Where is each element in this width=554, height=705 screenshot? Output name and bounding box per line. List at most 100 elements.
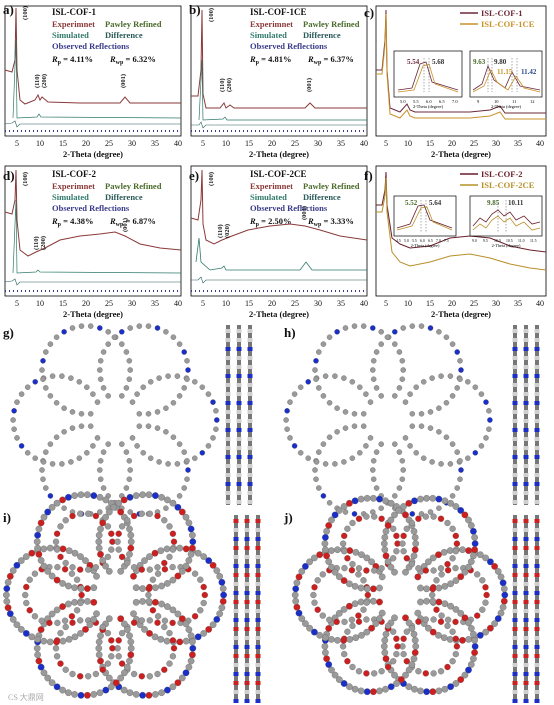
atom-sphere	[396, 385, 403, 391]
atom-sphere	[479, 577, 486, 584]
panel-e-xtick: 10	[222, 299, 230, 308]
atom-sphere	[363, 670, 370, 677]
atom-sphere	[417, 687, 424, 695]
atom-sphere	[119, 341, 125, 347]
stack-atom	[236, 428, 242, 432]
atom-sphere	[124, 559, 131, 567]
atom-sphere	[28, 633, 36, 641]
atom-sphere	[298, 568, 306, 575]
stack-atom	[225, 410, 231, 414]
stack-atom	[534, 573, 540, 577]
stack-atom	[534, 591, 540, 595]
atom-sphere	[154, 670, 161, 678]
atom-sphere	[170, 645, 178, 652]
atom-sphere	[154, 325, 161, 331]
atom-sphere	[414, 573, 422, 581]
atom-sphere	[443, 400, 450, 406]
atom-sphere	[316, 631, 324, 639]
atom-sphere	[85, 566, 92, 573]
panel-f-inset-2-tick: 9.5	[483, 239, 488, 243]
stack-atom	[523, 627, 529, 631]
atom-sphere	[399, 376, 406, 382]
atom-sphere	[436, 329, 442, 335]
atom-sphere	[97, 367, 103, 373]
stack-atom	[247, 329, 253, 333]
atom-sphere	[44, 567, 52, 575]
atom-sphere	[382, 655, 390, 663]
atom-sphere	[393, 650, 400, 658]
atom-sphere	[420, 455, 427, 461]
panel-e-title: ISL-COF-2CE	[250, 169, 307, 179]
atom-sphere	[411, 497, 418, 505]
panel-f-inset-1-tick: 7.5	[444, 239, 449, 243]
panel-a-rp: Rp = 4.11%	[51, 54, 93, 66]
atom-sphere	[97, 358, 104, 364]
atom-sphere	[497, 609, 505, 617]
structure-g-top-view	[10, 323, 220, 517]
stack-atom	[255, 663, 261, 667]
atom-sphere	[316, 449, 322, 455]
atom-sphere	[200, 553, 208, 560]
atom-sphere	[438, 373, 444, 379]
panel-h-letter: h)	[284, 325, 296, 340]
atom-sphere	[115, 637, 122, 644]
atom-sphere	[87, 423, 94, 429]
atom-sphere	[127, 467, 133, 473]
panel-e-xticks: 5 10 15 20 25 30 35 40	[201, 299, 368, 308]
atom-sphere	[378, 329, 384, 335]
atom-sphere	[500, 585, 508, 593]
atom-sphere	[449, 441, 456, 447]
atom-sphere	[200, 630, 208, 637]
atom-sphere	[396, 349, 403, 355]
atom-sphere	[355, 668, 363, 675]
atom-sphere	[326, 334, 333, 340]
atom-sphere	[430, 513, 437, 520]
stack-atom	[523, 699, 529, 703]
atom-sphere	[90, 691, 98, 698]
atom-sphere	[147, 455, 154, 461]
atom-sphere	[368, 624, 375, 632]
atom-sphere	[121, 669, 128, 677]
atom-sphere	[108, 637, 115, 644]
atom-sphere	[409, 511, 416, 517]
stack-atom	[523, 392, 529, 396]
atom-sphere	[435, 598, 443, 606]
atom-sphere	[84, 598, 91, 605]
atom-sphere	[415, 668, 422, 675]
panel-c-inset-2-tick: 10	[494, 99, 499, 104]
atom-sphere	[61, 429, 67, 435]
panel-d-peak-110: (110)	[33, 236, 40, 250]
atom-sphere	[23, 599, 30, 607]
atom-sphere	[95, 531, 103, 539]
atom-sphere	[381, 534, 389, 541]
panel-f-xticks: 5 10 15 20 25 30 35 40	[384, 299, 544, 308]
panel-c-inset-2-value-2: 9.80	[494, 58, 507, 66]
atom-sphere	[328, 636, 335, 643]
atom-sphere	[154, 512, 161, 520]
stack-atom	[523, 519, 529, 523]
stack-atom	[233, 645, 239, 649]
stack-atom	[233, 528, 239, 532]
atom-sphere	[441, 582, 449, 590]
atom-sphere	[97, 550, 104, 558]
atom-sphere	[13, 561, 21, 569]
panel-a-xtick: 40	[174, 139, 182, 148]
atom-sphere	[417, 495, 424, 503]
atom-sphere	[452, 577, 460, 584]
atom-sphere	[100, 385, 107, 391]
atom-sphere	[382, 497, 389, 505]
atom-sphere	[52, 538, 60, 545]
stack-atom	[512, 464, 518, 468]
atom-sphere	[145, 691, 153, 699]
atom-sphere	[395, 507, 403, 514]
stack-atom	[534, 600, 540, 604]
stack-atom	[236, 329, 242, 333]
atom-sphere	[292, 585, 300, 593]
panel-g-letter: g)	[3, 325, 14, 340]
panel-b-rwp: Rwp = 6.37%	[307, 54, 354, 66]
stack-atom	[534, 392, 540, 396]
atom-sphere	[407, 391, 413, 397]
atom-sphere	[440, 548, 448, 556]
atom-sphere	[197, 607, 204, 614]
atom-sphere	[325, 558, 333, 565]
